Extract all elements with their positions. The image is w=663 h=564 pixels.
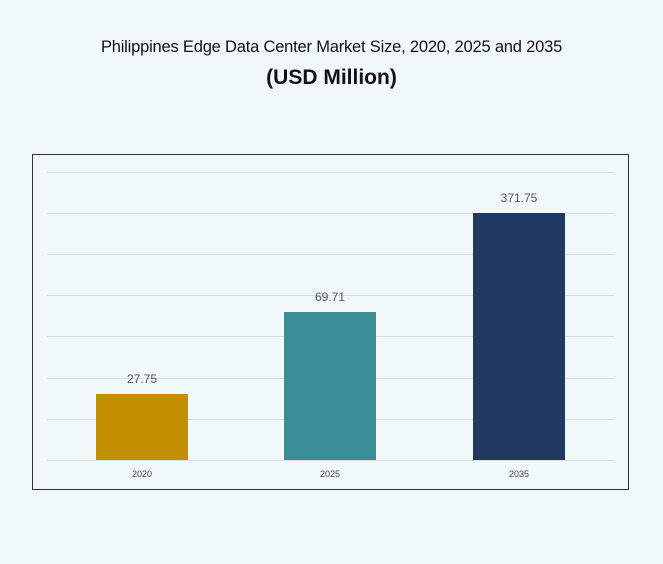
gridline [47,213,614,214]
x-tick-label: 2020 [131,469,153,479]
bar-value-label: 371.75 [500,191,538,205]
bar-2020 [96,394,188,460]
x-tick-label: 2035 [508,469,530,479]
chart-frame: 27.75 2020 69.71 2025 371.75 2035 [32,154,629,490]
chart-title: Philippines Edge Data Center Market Size… [100,38,563,56]
gridline [47,254,614,255]
gridline [47,295,614,296]
bar-2025 [284,312,376,460]
x-tick-label: 2025 [319,469,341,479]
gridline [47,172,614,173]
bar-value-label: 27.75 [126,372,158,386]
bar-2035 [473,213,565,460]
x-axis-baseline [47,460,614,461]
plot-area: 27.75 2020 69.71 2025 371.75 2035 [33,155,628,489]
chart-subtitle: (USD Million) [266,66,397,89]
bar-value-label: 69.71 [314,290,346,304]
